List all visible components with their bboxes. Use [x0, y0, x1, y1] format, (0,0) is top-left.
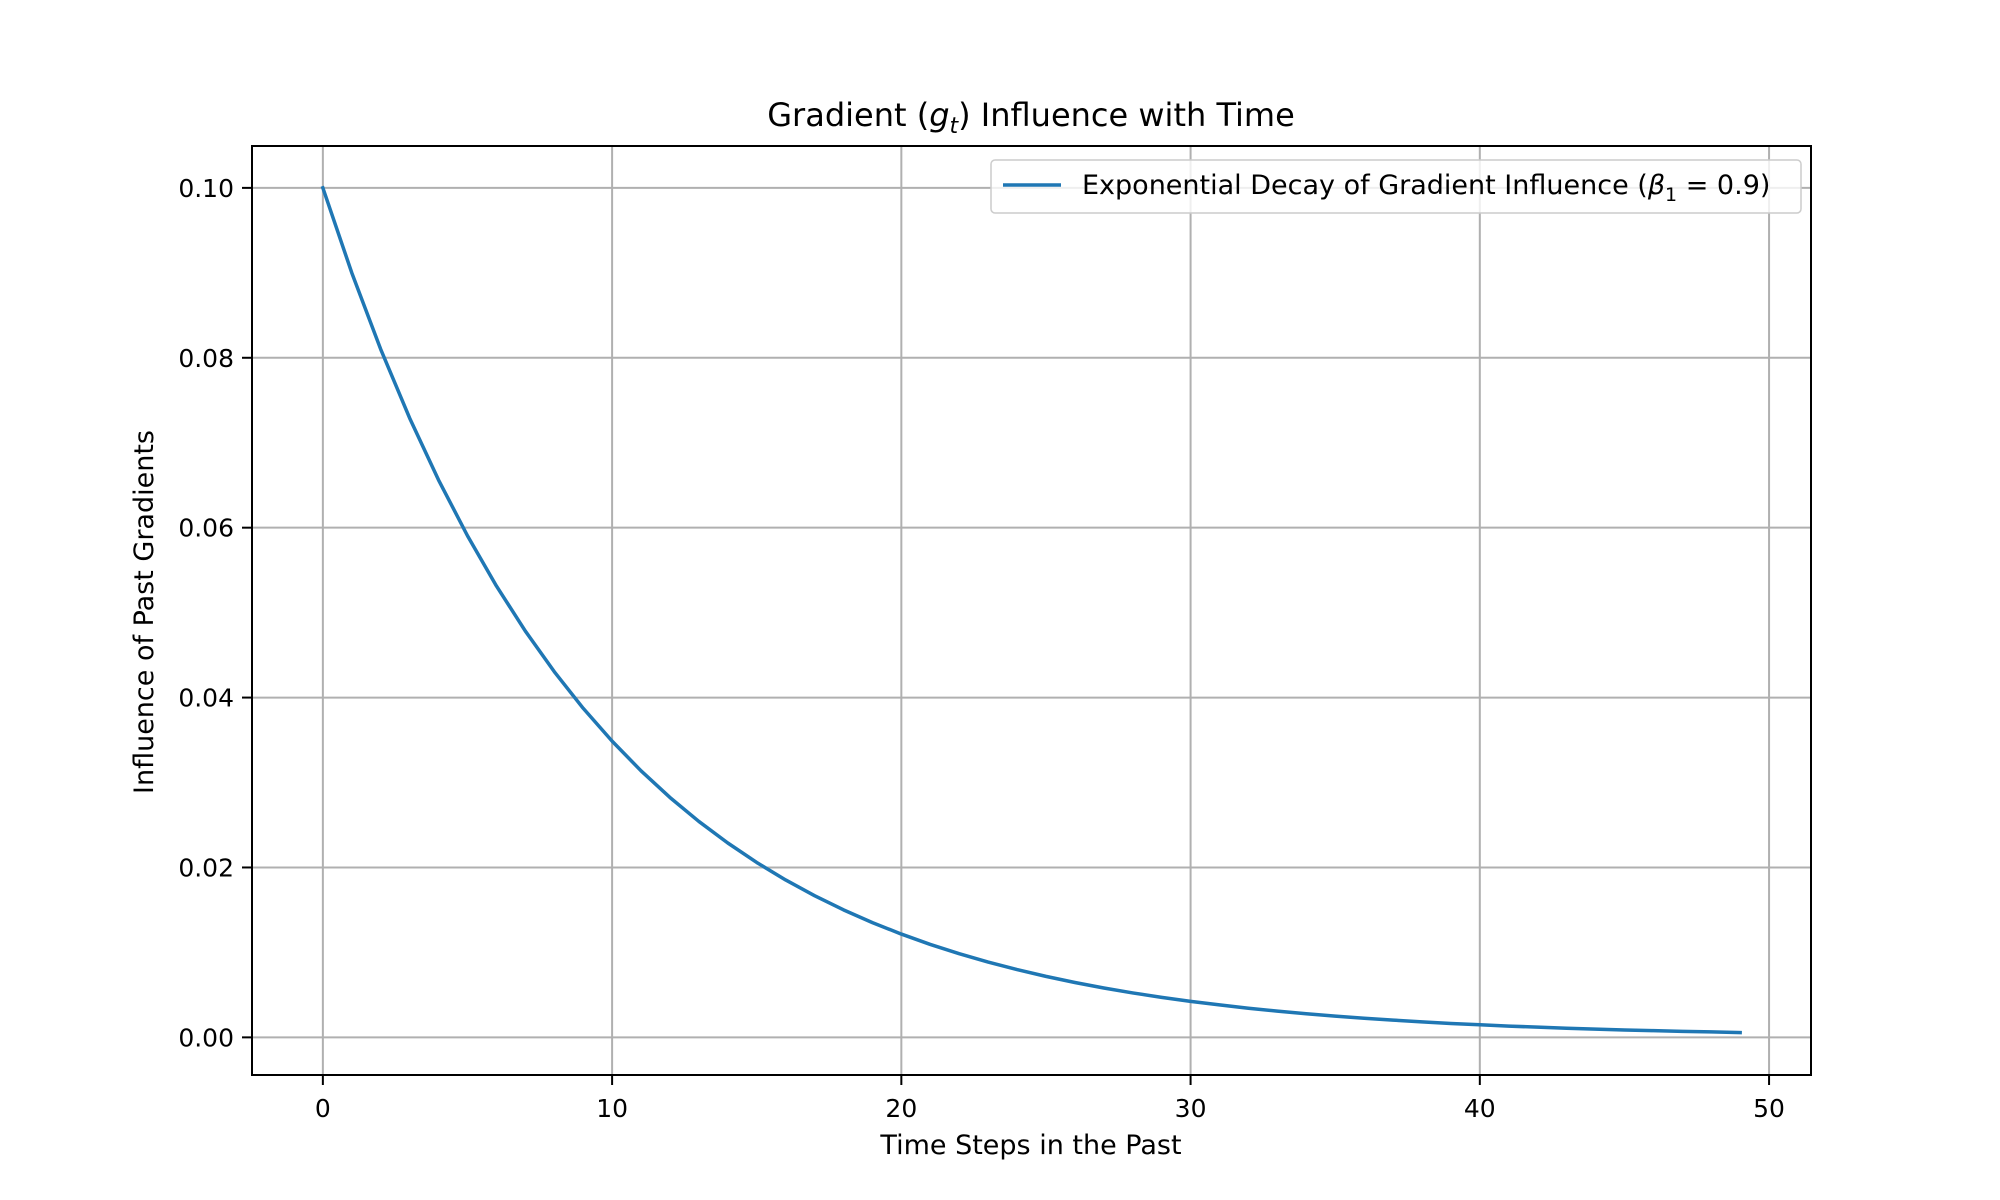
series-layer — [320, 185, 1742, 1035]
legend-label: Exponential Decay of Gradient Influence … — [1082, 170, 1770, 206]
ticks: 0 10 20 30 40 50 0.00 0.02 0.04 0.06 0.08 0.10 — [178, 174, 1785, 1123]
plot-frame — [251, 145, 1812, 1076]
x-tick-label: 0 — [315, 1094, 331, 1123]
y-tick-label: 0.08 — [178, 344, 234, 373]
y-tick-label: 0.00 — [178, 1023, 234, 1052]
legend-box — [990, 159, 1802, 214]
y-tick-label: 0.04 — [178, 684, 234, 713]
series-line — [320, 185, 1742, 1035]
x-tick-label: 50 — [1753, 1094, 1785, 1123]
chart-title: Gradient (gt) Influence with Time — [767, 96, 1295, 139]
y-tick-label: 0.06 — [178, 514, 234, 543]
x-tick-label: 40 — [1464, 1094, 1496, 1123]
y-tick-label: 0.02 — [178, 853, 234, 882]
legend: Exponential Decay of Gradient Influence … — [990, 159, 1802, 214]
grid — [252, 146, 1811, 1075]
x-tick-label: 30 — [1175, 1094, 1207, 1123]
x-tick-label: 10 — [596, 1094, 628, 1123]
x-axis-label: Time Steps in the Past — [879, 1130, 1181, 1161]
y-axis-label: Influence of Past Gradients — [129, 430, 160, 794]
x-tick-label: 20 — [885, 1094, 917, 1123]
y-tick-label: 0.10 — [178, 174, 234, 203]
